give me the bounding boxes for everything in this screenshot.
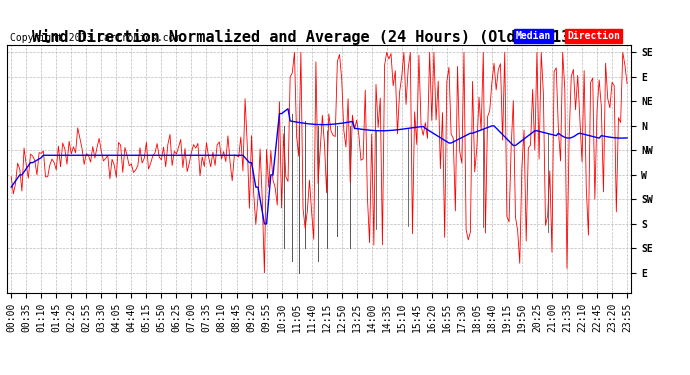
- Title: Wind Direction Normalized and Average (24 Hours) (Old) 20130912: Wind Direction Normalized and Average (2…: [32, 29, 607, 45]
- Text: Direction: Direction: [567, 31, 620, 41]
- Text: Copyright 2013 Cartronics.com: Copyright 2013 Cartronics.com: [10, 33, 180, 42]
- Text: Median: Median: [516, 31, 551, 41]
